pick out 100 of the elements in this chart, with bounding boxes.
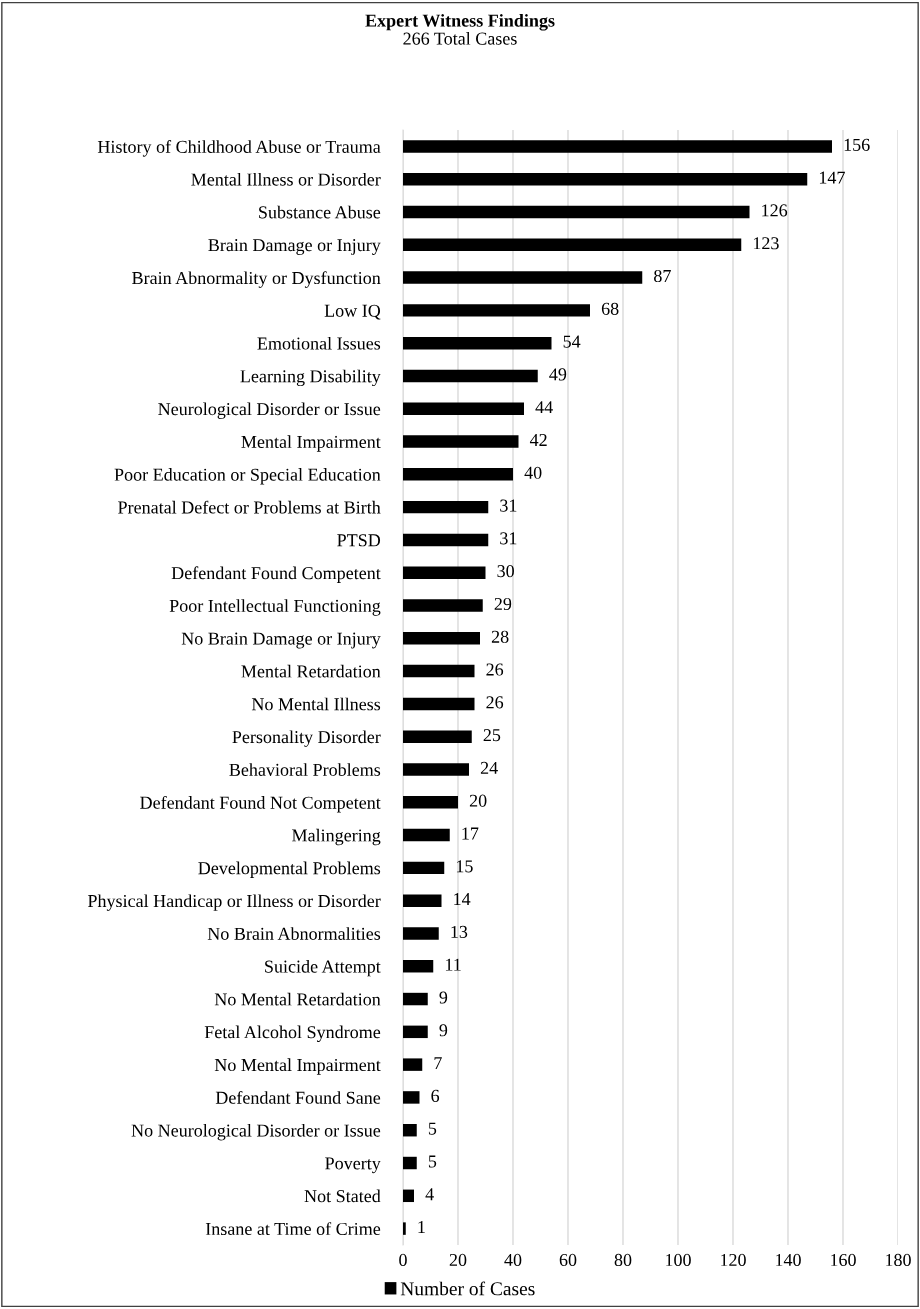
data-label: 26 — [486, 663, 504, 676]
x-tick-label: 80 — [614, 1253, 632, 1267]
bar — [403, 205, 750, 219]
bar — [403, 828, 450, 842]
bar — [403, 402, 524, 415]
bar — [403, 664, 475, 678]
y-tick-label: Brain Damage or Injury — [208, 239, 381, 255]
data-label: 1 — [418, 1221, 425, 1233]
bar — [403, 861, 445, 875]
y-tick-label: History of Childhood Abuse or Trauma — [97, 140, 381, 157]
data-label: 30 — [497, 565, 514, 578]
y-tick-label: Insane at Time of Crime — [205, 1222, 381, 1236]
bar — [403, 468, 513, 481]
data-label: 40 — [524, 466, 542, 479]
x-tick-label: 140 — [776, 1253, 801, 1267]
bar — [403, 1222, 406, 1235]
data-label: 123 — [753, 237, 779, 250]
bar — [403, 435, 519, 448]
chart-subtitle: 266 Total Cases — [403, 32, 517, 45]
bar — [403, 271, 643, 284]
data-label: 9 — [439, 991, 448, 1004]
data-label: 147 — [819, 171, 845, 184]
data-label: 156 — [844, 138, 870, 151]
bar — [403, 1189, 414, 1203]
bar — [403, 500, 489, 514]
bar — [403, 763, 469, 776]
bar — [403, 369, 538, 383]
y-tick-label: Defendant Found Not Competent — [140, 795, 381, 813]
data-label: 17 — [462, 827, 479, 840]
y-tick-label: Emotional Issues — [257, 336, 381, 350]
y-tick-label: Defendant Found Competent — [171, 566, 381, 583]
data-label: 20 — [469, 794, 487, 807]
y-tick-label: Learning Disability — [240, 369, 381, 387]
data-label: 54 — [563, 335, 581, 348]
bar — [403, 1091, 420, 1104]
y-tick-label: Prenatal Defect or Problems at Birth — [118, 500, 381, 514]
data-label: 14 — [454, 893, 471, 905]
y-tick-label: Developmental Problems — [198, 861, 381, 878]
bar — [403, 140, 832, 153]
data-label: 7 — [434, 1057, 442, 1069]
y-tick-label: No Neurological Disorder or Issue — [131, 1123, 381, 1141]
data-label: 44 — [535, 401, 553, 414]
y-tick-label: Fetal Alcohol Syndrome — [204, 1025, 381, 1042]
x-tick-label: 40 — [504, 1253, 522, 1267]
data-label: 6 — [431, 1089, 440, 1102]
y-tick-label: Brain Abnormality or Dysfunction — [132, 271, 381, 288]
y-tick-label: Poor Education or Special Education — [114, 468, 381, 485]
data-label: 126 — [762, 204, 788, 217]
bar — [403, 632, 480, 645]
y-tick-label: Neurological Disorder or Issue — [158, 402, 381, 419]
data-label: 9 — [439, 1024, 448, 1037]
bar — [403, 796, 458, 809]
y-tick-label: No Brain Damage or Injury — [181, 632, 381, 649]
y-tick-label: Poverty — [325, 1157, 381, 1174]
bar — [403, 336, 552, 350]
bar — [403, 533, 489, 547]
data-label: 26 — [486, 696, 504, 709]
y-tick-label: No Mental Impairment — [214, 1058, 381, 1075]
bar — [403, 599, 483, 612]
y-tick-label: Mental Impairment — [241, 435, 381, 452]
data-label: 42 — [529, 433, 547, 446]
data-label: 5 — [428, 1155, 437, 1168]
y-tick-label: Not Stated — [304, 1189, 381, 1203]
data-label: 49 — [549, 368, 567, 381]
data-label: 24 — [480, 761, 498, 774]
data-label: 31 — [500, 532, 517, 545]
y-tick-label: Physical Handicap or Illness or Disorder — [87, 894, 381, 911]
data-label: 28 — [491, 630, 509, 643]
y-tick-label: Malingering — [292, 828, 381, 846]
y-tick-label: No Mental Retardation — [214, 992, 381, 1006]
x-tick-label: 20 — [449, 1253, 467, 1267]
x-tick-label: 160 — [831, 1253, 856, 1267]
bar — [403, 927, 439, 940]
bar — [403, 1025, 428, 1039]
x-tick-label: 180 — [886, 1253, 911, 1267]
data-label: 15 — [456, 860, 473, 873]
data-label: 87 — [654, 269, 671, 283]
y-tick-label: Mental Illness or Disorder — [191, 172, 381, 186]
chart-title: Expert Witness Findings — [365, 14, 555, 31]
data-label: 4 — [425, 1188, 434, 1201]
y-tick-label: No Brain Abnormalities — [207, 927, 381, 940]
bar — [403, 894, 442, 907]
x-tick-label: 100 — [666, 1253, 691, 1267]
x-tick-label: 60 — [559, 1253, 577, 1267]
y-tick-label: PTSD — [337, 534, 381, 547]
data-label: 5 — [428, 1122, 437, 1135]
bar — [403, 238, 742, 252]
bar — [403, 960, 434, 973]
bar — [403, 304, 590, 317]
data-label: 68 — [601, 302, 619, 315]
bar — [403, 1123, 417, 1137]
data-label: 29 — [494, 597, 512, 611]
data-label: 11 — [445, 958, 461, 971]
x-tick-label: 0 — [399, 1253, 407, 1267]
y-tick-label: Suicide Attempt — [265, 959, 381, 977]
y-tick-label: Personality Disorder — [232, 730, 381, 747]
bar — [403, 172, 808, 186]
data-label: 13 — [451, 925, 468, 938]
y-tick-label: Substance Abuse — [259, 205, 381, 219]
y-tick-label: Behavioral Problems — [229, 763, 381, 776]
